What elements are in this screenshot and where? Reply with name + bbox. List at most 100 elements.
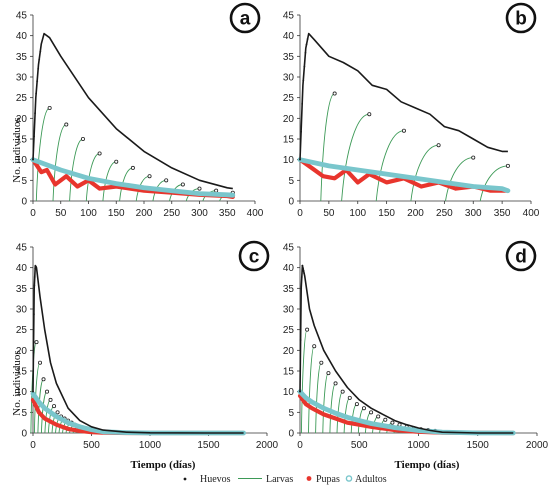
legend-huevos-label: Huevos xyxy=(200,474,231,485)
panel-b-ytick-label: 0 xyxy=(288,197,294,208)
panel-b-xtick-label: 200 xyxy=(407,208,424,219)
panel-b-badge-circle xyxy=(505,2,537,34)
panel-c-huevos-dots xyxy=(32,265,37,393)
panel-b-larvas-arc xyxy=(341,113,370,202)
panel-b-huevos-dots xyxy=(299,38,309,161)
panel-b-xtick-label: 250 xyxy=(436,208,453,219)
panel-d-ytick-label: 30 xyxy=(283,305,295,316)
panel-a-larvas-peak-point xyxy=(147,174,152,179)
panel-c-ytick-label: 45 xyxy=(16,243,28,254)
panel-b-huevos-dot xyxy=(303,65,306,68)
panel-b-ytick-label: 25 xyxy=(283,93,295,104)
panel-c-ytick-label: 30 xyxy=(16,305,28,316)
panel-a-larvas-peak-point xyxy=(130,165,135,170)
panel-d-ytick-label: 20 xyxy=(283,346,295,357)
panel-d-huevos-dot xyxy=(299,390,301,393)
legend-larvas-label: Larvas xyxy=(266,474,293,485)
panel-d-badge: d xyxy=(505,240,537,272)
panel-a-ytick-label: 30 xyxy=(16,73,28,84)
panel-d-larvas-arc xyxy=(329,382,337,434)
panel-c-huevos-dot xyxy=(32,390,34,393)
panel-a-larvas-peak-point xyxy=(214,188,219,193)
panel-d-badge-circle xyxy=(505,240,537,272)
panel-d-huevos-dots xyxy=(299,264,306,393)
panel-d-larvas-peak-point xyxy=(390,420,395,425)
panel-a-larvas-arc xyxy=(69,138,84,202)
panel-d-larvas-arc xyxy=(300,329,308,434)
panel-a-series-pupas xyxy=(30,157,235,199)
panel-d-ytick-label: 45 xyxy=(283,243,295,254)
panel-a-larvas-arc xyxy=(35,107,50,202)
panel-d-larvas-arc xyxy=(322,372,329,434)
panel-d-ytick-label: 5 xyxy=(288,408,294,419)
panel-a-huevos-dot xyxy=(36,80,39,83)
panel-d-ytick-label: 0 xyxy=(288,429,294,440)
panel-b-larvas-arc xyxy=(375,130,404,202)
panel-c-xtick-label: 2000 xyxy=(256,440,279,451)
panel-a-larvas-peak-point xyxy=(114,159,119,164)
panel-d-larvas-peak-point xyxy=(354,402,359,407)
panel-a-xtick-label: 100 xyxy=(80,208,97,219)
panel-a-ytick-label: 5 xyxy=(21,176,27,187)
panel-c-larvas-peak-point xyxy=(38,360,43,365)
panel-d-huevos-dot xyxy=(303,272,306,275)
panel-a-ytick-label: 40 xyxy=(16,31,28,42)
legend-huevos-marker xyxy=(183,477,187,481)
panel-c-ylabel: No. individuos xyxy=(11,350,23,415)
panel-b-xtick-label: 50 xyxy=(323,208,335,219)
panel-c-series-huevos xyxy=(32,264,244,434)
panel-d-huevos-dot xyxy=(301,264,304,267)
panel-d-larvas-arc xyxy=(308,345,315,434)
panel-a-series-huevos xyxy=(32,32,233,190)
panel-b-series-huevos xyxy=(299,32,508,160)
panel-c-ytick-label: 10 xyxy=(16,387,28,398)
panel-b-huevos-dot xyxy=(301,102,304,105)
panel-a-xtick-label: 200 xyxy=(136,208,153,219)
panel-d-larvas-peak-point xyxy=(340,389,345,394)
panel-d-huevos-dot xyxy=(299,339,302,341)
panel-d-badge-letter: d xyxy=(515,247,527,268)
panel-c-ytick-label: 0 xyxy=(21,429,27,440)
panel-c-ytick-label: 15 xyxy=(16,367,28,378)
panel-b-larvas-peak-point xyxy=(332,91,337,96)
panel-b: 0 5 10 15 20 25 30 35 40 45 0 50 100 150 200 250 300 350 4… xyxy=(283,2,540,219)
panel-b-larvas-peak-point xyxy=(471,155,476,160)
panel-c-huevos-dot xyxy=(35,265,37,268)
panel-d-ytick-label: 40 xyxy=(283,263,295,274)
panel-d-larvas-peak-point xyxy=(333,381,338,386)
panel-b-larvas-arc xyxy=(320,93,335,202)
panel-a-larvas-arc xyxy=(52,124,67,202)
panel-c-larvas-peak-point xyxy=(45,389,50,394)
panel-d-ytick-label: 35 xyxy=(283,284,295,295)
panel-c-ytick-label: 35 xyxy=(16,284,28,295)
panel-d-xlabel: Tiempo (días) xyxy=(395,459,460,471)
panel-d-larvas-peak-point xyxy=(347,395,352,400)
panel-a-xtick-label: 300 xyxy=(191,208,208,219)
legend-adultos-label: Adultos xyxy=(355,474,387,485)
panel-c-larvas-peak-point xyxy=(48,397,53,402)
panel-a-series-larvas xyxy=(35,106,235,202)
panel-c-ytick-label: 25 xyxy=(16,325,28,336)
panel-a-huevos-dot xyxy=(35,92,38,95)
panel-d-xtick-label: 500 xyxy=(351,440,368,451)
panel-c-huevos-dot xyxy=(34,267,37,270)
panel-d-xtick-label: 1500 xyxy=(467,440,490,451)
panel-b-larvas-peak-point xyxy=(401,128,406,133)
panel-b-xtick-label: 400 xyxy=(523,208,540,219)
panel-d-larvas-peak-point xyxy=(369,410,374,415)
panel-b-larvas-arc xyxy=(410,144,439,202)
panel-d-larvas-peak-point xyxy=(312,344,317,349)
panel-c-badge-letter: c xyxy=(249,247,260,268)
panel-c-larvas-peak-point xyxy=(41,377,46,382)
panel-a-huevos-dot xyxy=(33,135,35,138)
panel-c-xtick-label: 0 xyxy=(30,440,36,451)
panel-c-huevos-dot xyxy=(33,276,36,278)
panel-b-xtick-label: 350 xyxy=(494,208,511,219)
panel-b-larvas-arc xyxy=(445,157,474,202)
legend: Huevos Larvas Pupas Adultos xyxy=(183,474,387,485)
panel-a-huevos-dot xyxy=(39,50,42,53)
panel-b-series-larvas xyxy=(320,91,510,202)
panel-b-xtick-label: 100 xyxy=(349,208,366,219)
panel-b-larvas-peak-point xyxy=(505,163,510,168)
panel-d-ytick-label: 10 xyxy=(283,387,295,398)
